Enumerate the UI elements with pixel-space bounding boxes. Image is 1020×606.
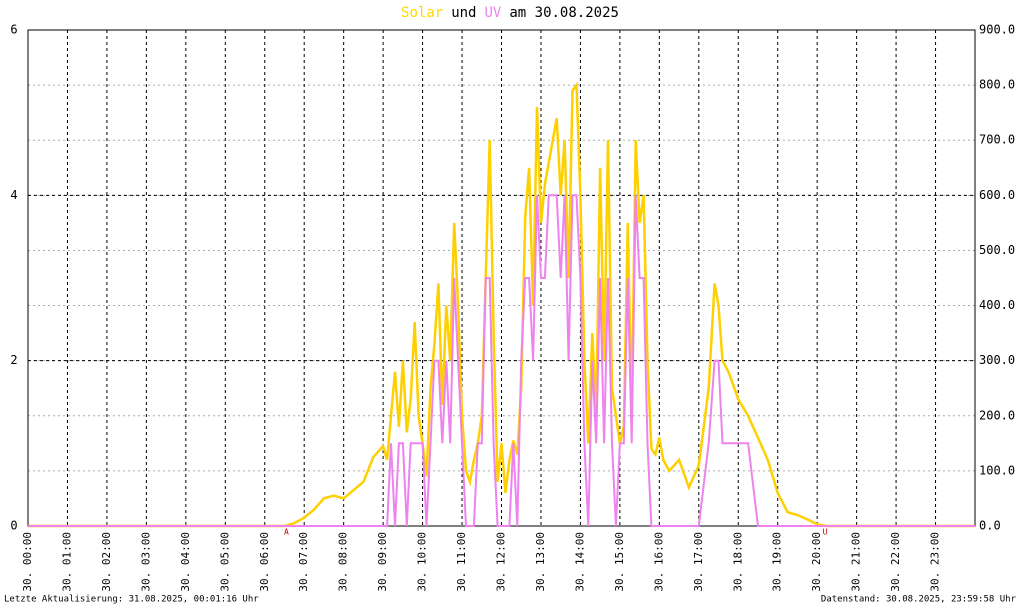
annotation: U [823,528,828,537]
x-tick-label: 30. 20:00 [810,532,823,592]
y2-tick-label: 200.0 [979,408,1015,422]
x-tick-label: 30. 14:00 [573,532,586,592]
title-part: und [451,5,476,21]
x-tick-label: 30. 06:00 [258,532,271,592]
y-tick-label: 4 [10,188,17,202]
annotation: A [284,528,289,537]
y2-tick-label: 800.0 [979,78,1015,92]
x-tick-label: 30. 13:00 [534,532,547,592]
x-tick-label: 30. 15:00 [613,532,626,592]
x-tick-label: 30. 03:00 [139,532,152,592]
title-part: Solar [401,5,443,21]
x-tick-label: 30. 01:00 [60,532,73,592]
x-tick-label: 30. 00:00 [21,532,34,592]
y-tick-label: 6 [10,23,17,37]
y2-tick-label: 0.0 [979,519,1001,533]
x-tick-label: 30. 16:00 [652,532,665,592]
series-line [28,194,975,527]
x-tick-label: 30. 08:00 [337,532,350,592]
x-tick-label: 30. 19:00 [771,532,784,592]
y2-tick-label: 900.0 [979,23,1015,37]
y2-tick-label: 100.0 [979,463,1015,477]
series-line [28,81,975,528]
chart-title: Solar und UV am 30.08.2025 [401,5,619,21]
x-tick-label: 30. 22:00 [889,532,902,592]
x-tick-label: 30. 10:00 [416,532,429,592]
x-tick-label: 30. 21:00 [850,532,863,592]
x-tick-label: 30. 23:00 [929,532,942,592]
y-tick-label: 2 [10,353,17,367]
y2-tick-label: 500.0 [979,243,1015,257]
y-tick-label: 0 [10,519,17,533]
x-tick-label: 30. 18:00 [731,532,744,592]
title-part: UV [485,5,502,21]
x-tick-label: 30. 11:00 [455,532,468,592]
x-tick-label: 30. 12:00 [495,532,508,592]
x-tick-label: 30. 17:00 [692,532,705,592]
y2-tick-label: 600.0 [979,188,1015,202]
footer-left: Letzte Aktualisierung: 31.08.2025, 00:01… [4,595,259,605]
y2-tick-label: 300.0 [979,353,1015,367]
footer-right: Datenstand: 30.08.2025, 23:59:58 Uhr [821,595,1017,605]
title-part: am 30.08.2025 [509,5,619,21]
x-tick-label: 30. 05:00 [218,532,231,592]
y2-tick-label: 700.0 [979,133,1015,147]
x-tick-label: 30. 07:00 [297,532,310,592]
x-tick-label: 30. 02:00 [100,532,113,592]
x-tick-label: 30. 09:00 [376,532,389,592]
y2-tick-label: 400.0 [979,298,1015,312]
x-tick-label: 30. 04:00 [179,532,192,592]
